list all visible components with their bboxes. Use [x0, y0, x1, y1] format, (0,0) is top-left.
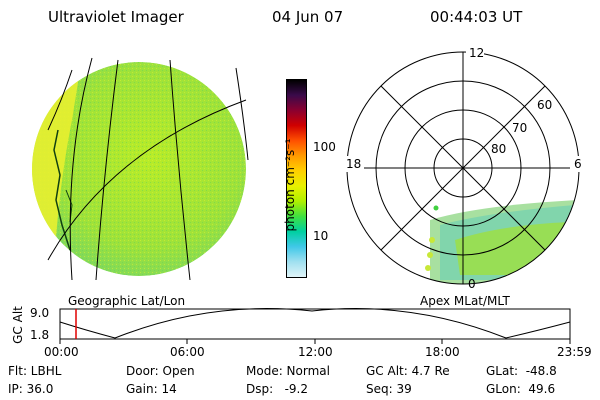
geographic-label: Geographic Lat/Lon [68, 294, 186, 308]
mlat-label-70: 70 [512, 121, 528, 135]
altitude-ylabel: GC Alt [11, 306, 25, 344]
time-tick-1200: 12:00 [298, 345, 333, 359]
colorbar-tick-10: 10 [313, 229, 329, 243]
filter-info: Flt: LBHL [8, 364, 62, 378]
dsp-info: Dsp: -9.2 [246, 382, 309, 396]
time-tick-0000: 00:00 [44, 345, 79, 359]
seq-info: Seq: 39 [366, 382, 412, 396]
door-info: Door: Open [126, 364, 195, 378]
time-tick-0600: 06:00 [170, 345, 205, 359]
mlat-label-60: 60 [537, 98, 553, 112]
altitude-ytick-min: 1.8 [30, 328, 50, 342]
polar-label: Apex MLat/MLT [420, 294, 510, 308]
colorbar-tick-100: 100 [313, 140, 336, 154]
gain-info: Gain: 14 [126, 382, 177, 396]
mode-info: Mode: Normal [246, 364, 330, 378]
mlt-label-0: 0 [468, 277, 476, 291]
glat-info: GLat: -48.8 [486, 364, 557, 378]
mlat-label-80: 80 [491, 142, 507, 156]
time-label: 00:44:03 UT [430, 8, 523, 26]
gc-alt-info: GC Alt: 4.7 Re [366, 364, 450, 378]
time-tick-2359: 23:59 [557, 345, 592, 359]
time-tick-1800: 18:00 [425, 345, 460, 359]
date-label: 04 Jun 07 [272, 8, 344, 26]
color-scale-bar [286, 79, 307, 278]
glon-info: GLon: 49.6 [486, 382, 556, 396]
instrument-title: Ultraviolet Imager [48, 8, 184, 26]
mlt-label-12: 12 [469, 46, 485, 60]
mlt-label-18: 18 [346, 157, 362, 171]
ip-info: IP: 36.0 [8, 382, 54, 396]
altitude-ytick-max: 9.0 [30, 306, 50, 320]
mlt-label-6: 6 [574, 157, 582, 171]
